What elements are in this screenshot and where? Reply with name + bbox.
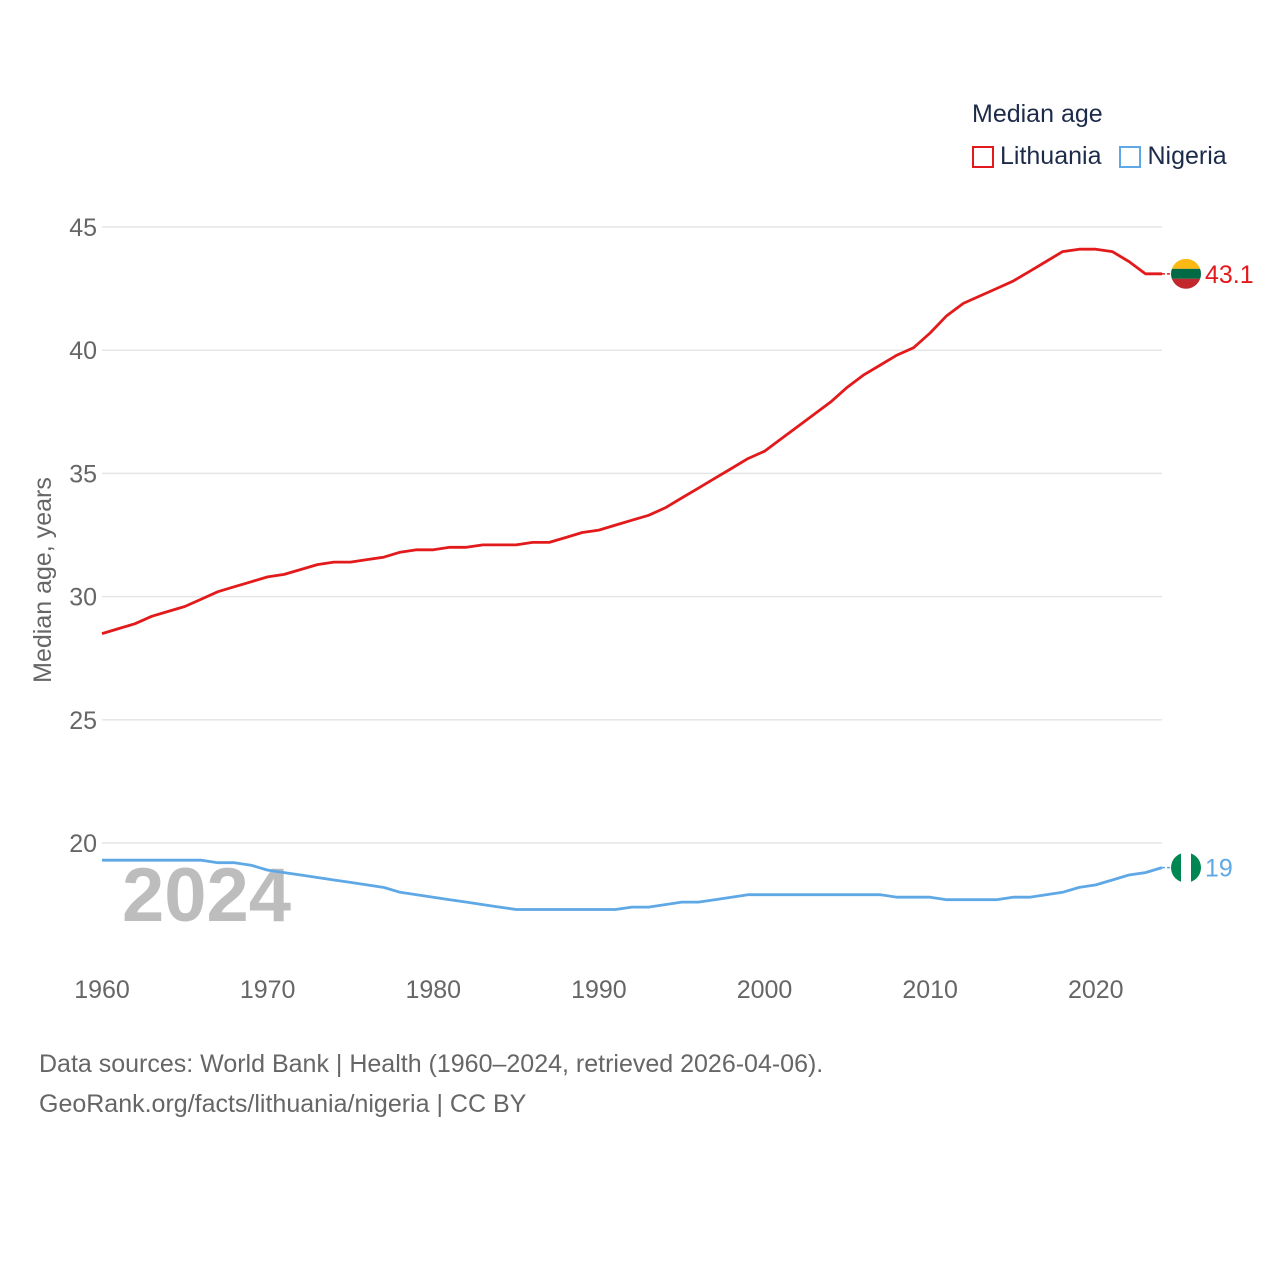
flag-lithuania-icon (1171, 258, 1201, 289)
end-label-nigeria: 19 (1205, 855, 1233, 883)
legend-item-lithuania[interactable]: Lithuania (972, 142, 1101, 171)
gridlines (102, 226, 1162, 844)
footer: Data sources: World Bank | Health (1960–… (39, 1044, 823, 1124)
year-overlay: 2024 (122, 853, 291, 938)
series-line-lithuania[interactable] (101, 247, 1162, 635)
x-tick-1990: 1990 (571, 976, 627, 1004)
flag-nigeria-icon (1171, 852, 1201, 883)
y-axis-ticks: 20 25 30 35 40 45 (69, 214, 97, 858)
x-axis-ticks: 1960 1970 1980 1990 2000 2010 2020 (74, 976, 1123, 1004)
x-tick-1960: 1960 (74, 976, 130, 1004)
series-lines (101, 247, 1163, 911)
legend-title: Median age (972, 100, 1103, 128)
y-tick-25: 25 (69, 707, 97, 735)
legend-swatch-lithuania (972, 145, 994, 168)
series-end-markers: 43.1 19 (1162, 258, 1254, 883)
series-line-nigeria[interactable] (102, 858, 1163, 911)
x-tick-2000: 2000 (737, 976, 793, 1004)
x-tick-2020: 2020 (1068, 976, 1124, 1004)
legend: Lithuania Nigeria (972, 142, 1227, 171)
source-link[interactable]: GeoRank.org/facts/lithuania/nigeria | CC… (39, 1090, 527, 1118)
y-axis-label: Median age, years (29, 477, 57, 683)
x-tick-1970: 1970 (240, 976, 296, 1004)
legend-item-nigeria[interactable]: Nigeria (1119, 142, 1227, 171)
x-tick-1980: 1980 (405, 976, 461, 1004)
legend-swatch-nigeria (1119, 145, 1142, 168)
x-tick-2010: 2010 (902, 976, 958, 1004)
y-tick-40: 40 (69, 337, 97, 365)
legend-label-lithuania: Lithuania (1000, 142, 1102, 170)
y-tick-45: 45 (69, 214, 97, 242)
data-sources-text: Data sources: World Bank | Health (1960–… (39, 1050, 824, 1078)
end-label-lithuania: 43.1 (1205, 261, 1254, 289)
y-tick-30: 30 (69, 584, 97, 612)
y-tick-35: 35 (69, 460, 97, 488)
legend-label-nigeria: Nigeria (1147, 142, 1227, 170)
y-tick-20: 20 (69, 830, 97, 858)
